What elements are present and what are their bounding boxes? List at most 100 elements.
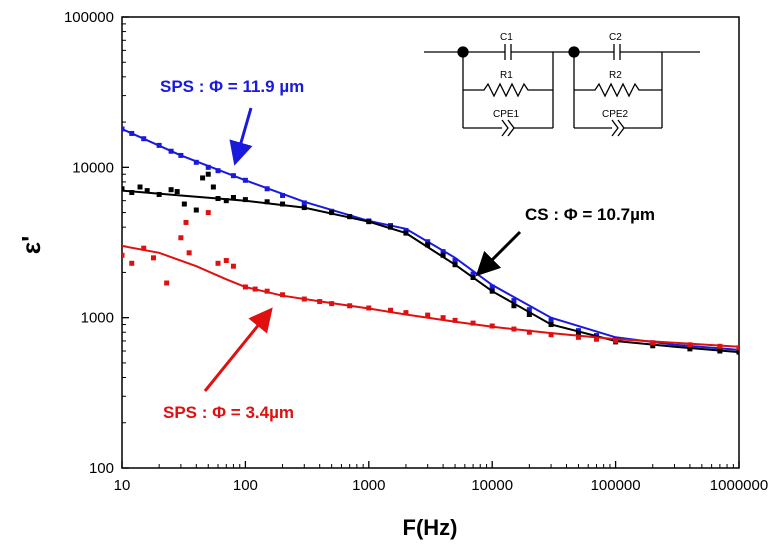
data-point-black xyxy=(137,184,143,190)
data-point-black xyxy=(264,199,270,205)
data-point-red xyxy=(183,219,189,225)
data-point-blue xyxy=(168,148,174,154)
data-point-black xyxy=(470,275,476,281)
data-point-black xyxy=(347,214,353,220)
data-point-red xyxy=(687,342,693,348)
data-point-black xyxy=(230,194,236,200)
data-point-black xyxy=(301,205,307,211)
data-point-black xyxy=(242,197,248,203)
data-point-blue xyxy=(425,239,431,245)
annotation-cs-10-7: CS : Φ = 10.7µm xyxy=(525,205,655,224)
data-point-red xyxy=(452,317,458,323)
data-point-black xyxy=(215,196,221,202)
x-tick-label: 100000 xyxy=(591,477,641,494)
data-point-black xyxy=(200,175,206,181)
plot-area-frame xyxy=(121,16,740,469)
data-point-red xyxy=(425,312,431,318)
data-point-red xyxy=(223,258,229,264)
x-tick-label: 100 xyxy=(233,477,258,494)
data-point-blue xyxy=(548,317,554,323)
circuit-label-c2: C2 xyxy=(609,32,622,43)
data-point-red xyxy=(252,286,258,292)
x-tick-label: 1000000 xyxy=(710,477,768,494)
data-point-black xyxy=(223,198,229,204)
data-point-red xyxy=(151,255,157,261)
data-point-black xyxy=(511,303,517,309)
data-point-red xyxy=(613,338,619,344)
data-point-black xyxy=(489,288,495,294)
data-point-red xyxy=(141,245,147,251)
data-point-black xyxy=(168,187,174,193)
data-point-black xyxy=(440,252,446,258)
data-point-black xyxy=(210,184,216,190)
arrow-black xyxy=(475,230,522,277)
data-point-blue xyxy=(230,173,236,179)
data-point-black xyxy=(366,219,372,225)
data-point-blue xyxy=(489,284,495,290)
data-point-black xyxy=(650,343,656,349)
data-point-black xyxy=(181,201,187,207)
data-point-blue xyxy=(141,136,147,142)
data-point-red xyxy=(301,296,307,302)
data-point-red xyxy=(215,260,221,266)
data-point-black xyxy=(717,348,723,354)
arrow-blue xyxy=(229,107,253,166)
x-axis-label: F(Hz) xyxy=(403,515,458,540)
y-tick-label: 100 xyxy=(89,460,114,477)
data-point-red xyxy=(388,307,394,313)
data-point-blue xyxy=(242,177,248,183)
annotation-sps-11-9: SPS : Φ = 11.9 µm xyxy=(160,77,304,96)
data-point-blue xyxy=(511,298,517,304)
data-point-red xyxy=(178,235,184,241)
data-point-black xyxy=(736,349,739,355)
data-point-black xyxy=(144,188,150,194)
data-point-blue xyxy=(470,271,476,277)
fit-line-blue xyxy=(122,128,739,351)
data-point-red xyxy=(122,252,125,258)
data-point-black xyxy=(329,210,335,216)
circuit-label-r1: R1 xyxy=(500,70,513,81)
x-tick-label: 10 xyxy=(114,477,131,494)
data-point-red xyxy=(489,323,495,329)
annotation-sps-3-4: SPS : Φ = 3.4µm xyxy=(163,403,294,422)
data-point-red xyxy=(440,315,446,321)
data-point-red xyxy=(470,320,476,326)
x-tick-label: 10000 xyxy=(471,477,513,494)
data-point-red xyxy=(129,260,135,266)
equivalent-circuit-diagram xyxy=(424,44,700,137)
data-point-red xyxy=(548,332,554,338)
y-axis-label: ε' xyxy=(16,236,46,255)
data-point-black xyxy=(575,331,581,337)
data-point-red xyxy=(280,292,286,298)
data-point-red xyxy=(593,336,599,342)
data-point-red xyxy=(242,284,248,290)
data-point-black xyxy=(156,191,162,197)
y-tick-label: 1000 xyxy=(81,310,114,327)
data-point-red xyxy=(366,305,372,311)
fit-line-red xyxy=(122,244,739,348)
data-point-blue xyxy=(205,164,211,170)
data-point-red xyxy=(264,288,270,294)
data-point-red xyxy=(230,263,236,269)
circuit-label-cpe1: CPE1 xyxy=(493,109,520,120)
y-tick-label: 100000 xyxy=(64,9,114,26)
data-point-red xyxy=(526,329,532,335)
data-point-red xyxy=(329,301,335,307)
data-point-black xyxy=(687,346,693,352)
data-point-red xyxy=(186,250,192,256)
data-point-blue xyxy=(193,159,199,165)
data-point-blue xyxy=(178,152,184,158)
data-point-black xyxy=(193,207,199,213)
data-series xyxy=(122,126,739,355)
data-point-blue xyxy=(280,192,286,198)
data-point-blue xyxy=(526,307,532,313)
circuit-label-c1: C1 xyxy=(500,32,513,43)
data-point-black xyxy=(129,190,135,196)
data-point-black xyxy=(122,186,125,192)
data-point-blue xyxy=(264,186,270,192)
data-point-black xyxy=(452,262,458,268)
data-point-blue xyxy=(122,126,125,132)
data-point-red xyxy=(575,334,581,340)
circuit-label-cpe2: CPE2 xyxy=(602,109,629,120)
